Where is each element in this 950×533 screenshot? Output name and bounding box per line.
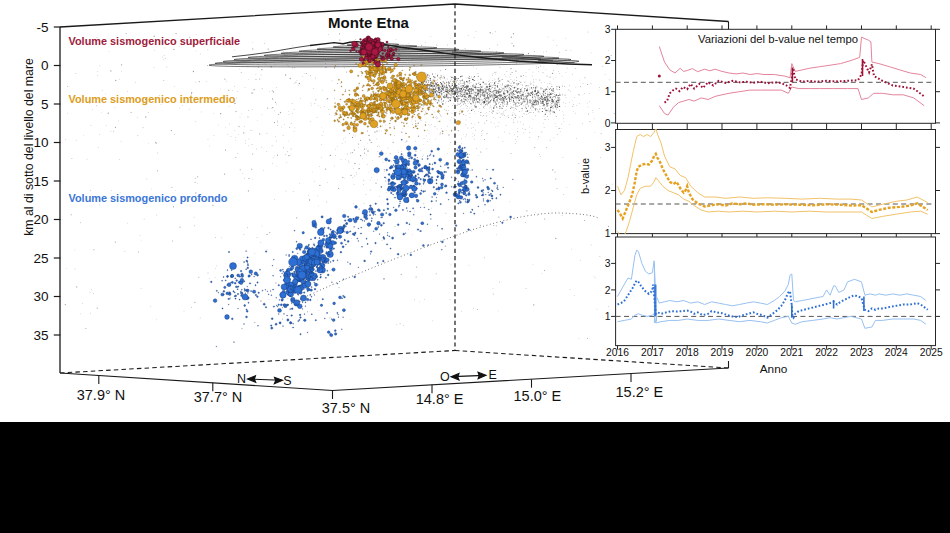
svg-text:3: 3 <box>605 142 611 153</box>
svg-text:1: 1 <box>605 228 611 239</box>
svg-text:b-value: b-value <box>579 158 591 194</box>
svg-text:3: 3 <box>605 258 611 269</box>
svg-text:2024: 2024 <box>885 347 908 358</box>
svg-text:25: 25 <box>33 251 48 266</box>
svg-text:15.0° E: 15.0° E <box>514 388 562 404</box>
svg-text:2023: 2023 <box>850 347 873 358</box>
svg-text:Volume sismogenico profondo: Volume sismogenico profondo <box>69 192 228 204</box>
svg-text:37.7° N: 37.7° N <box>194 389 243 405</box>
svg-text:1: 1 <box>605 311 611 322</box>
svg-text:2017: 2017 <box>641 347 664 358</box>
svg-text:37.9° N: 37.9° N <box>77 387 126 403</box>
svg-text:2018: 2018 <box>676 347 699 358</box>
svg-text:3: 3 <box>605 24 611 35</box>
svg-text:2016: 2016 <box>606 347 629 358</box>
svg-text:15: 15 <box>33 174 48 189</box>
svg-text:S: S <box>283 374 291 388</box>
svg-text:2: 2 <box>605 185 611 196</box>
svg-text:2022: 2022 <box>815 347 838 358</box>
svg-text:14.8° E: 14.8° E <box>416 391 464 407</box>
svg-text:2025: 2025 <box>920 347 943 358</box>
svg-text:20: 20 <box>33 212 48 227</box>
svg-text:Anno: Anno <box>760 362 788 376</box>
svg-text:10: 10 <box>33 135 48 150</box>
svg-text:2: 2 <box>605 55 611 66</box>
svg-text:2: 2 <box>605 285 611 296</box>
svg-text:2019: 2019 <box>711 347 734 358</box>
svg-text:-5: -5 <box>36 20 48 35</box>
svg-text:15.2° E: 15.2° E <box>616 384 664 400</box>
svg-text:E: E <box>489 368 497 382</box>
svg-text:37.5° N: 37.5° N <box>322 400 371 416</box>
svg-text:0: 0 <box>605 118 611 129</box>
svg-text:2021: 2021 <box>780 347 803 358</box>
svg-text:Variazioni del b-value nel tem: Variazioni del b-value nel tempo <box>698 33 858 45</box>
svg-text:Volume sismogenico superficial: Volume sismogenico superficiale <box>69 35 241 47</box>
svg-text:0: 0 <box>41 58 49 73</box>
svg-text:Monte Etna: Monte Etna <box>328 14 409 31</box>
svg-text:30: 30 <box>33 289 48 304</box>
svg-text:km al di sotto del livello del: km al di sotto del livello del mare <box>22 58 36 236</box>
svg-text:2020: 2020 <box>745 347 768 358</box>
svg-text:1: 1 <box>605 86 611 97</box>
svg-text:Volume sismogenico intermedio: Volume sismogenico intermedio <box>69 93 236 105</box>
svg-text:5: 5 <box>41 97 49 112</box>
svg-text:O: O <box>440 370 450 384</box>
svg-text:35: 35 <box>33 328 48 343</box>
svg-text:N: N <box>237 372 246 386</box>
